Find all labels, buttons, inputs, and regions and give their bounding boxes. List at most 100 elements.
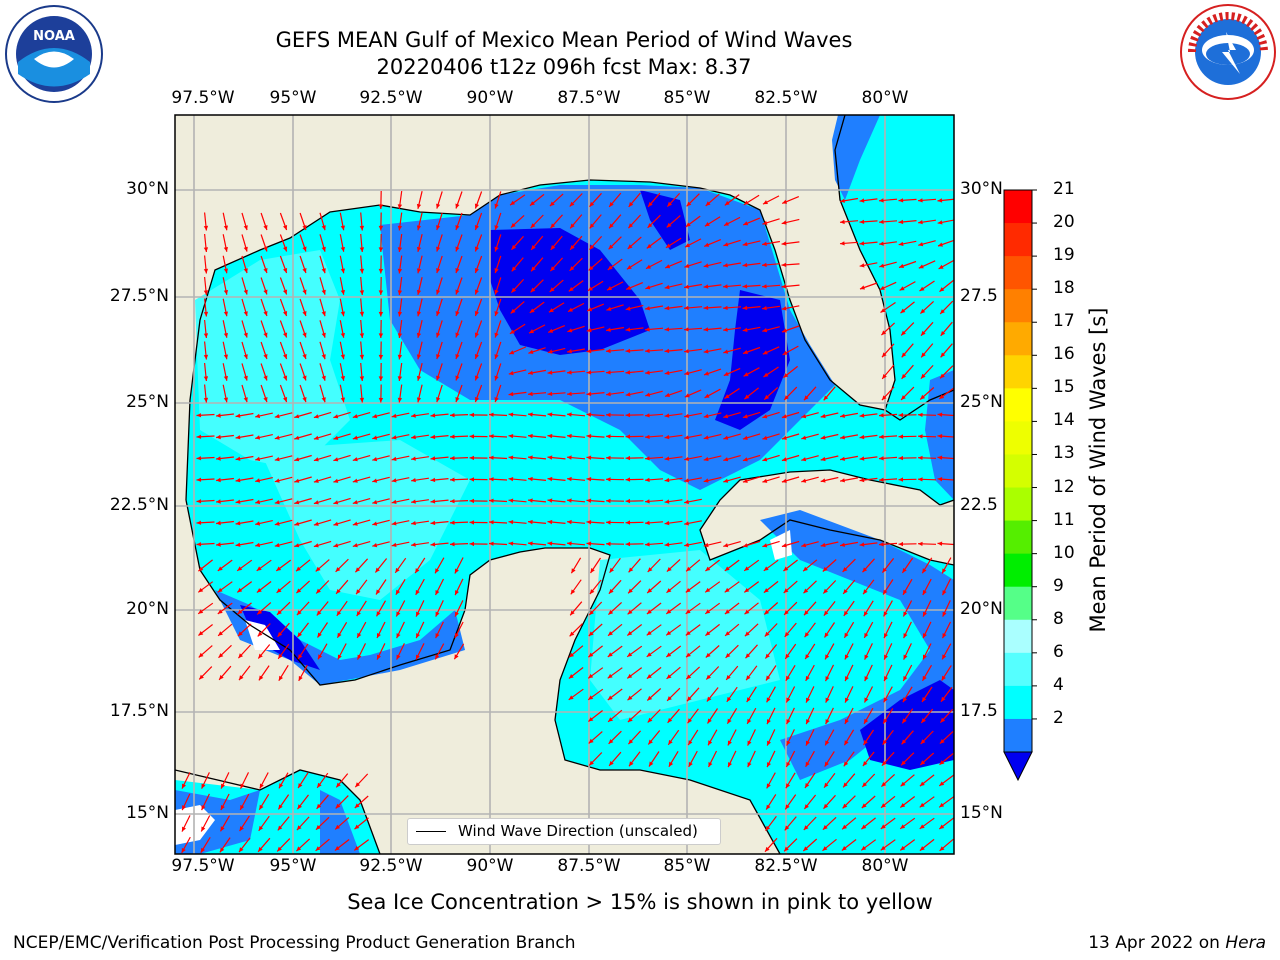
- wave-direction-arrow: [881, 343, 895, 358]
- wave-direction-arrow: [764, 644, 778, 659]
- wave-direction-arrow: [607, 645, 623, 658]
- wave-direction-arrow: [260, 341, 268, 360]
- wave-direction-arrow: [684, 389, 702, 398]
- wave-direction-arrow: [260, 277, 268, 295]
- wave-direction-arrow: [803, 386, 817, 401]
- map-frame: [174, 114, 955, 855]
- wave-direction-arrow: [664, 499, 683, 504]
- wave-direction-arrow: [415, 621, 425, 639]
- wave-direction-arrow: [568, 645, 584, 658]
- wave-direction-arrow: [878, 198, 898, 203]
- wave-direction-arrow: [588, 645, 603, 658]
- wave-direction-arrow: [218, 644, 232, 659]
- wave-direction-arrow: [723, 216, 741, 227]
- wave-direction-arrow: [763, 386, 779, 401]
- wave-direction-arrow: [455, 363, 463, 381]
- wave-direction-arrow: [801, 412, 819, 419]
- wave-direction-arrow: [216, 456, 234, 461]
- wave-direction-arrow: [474, 234, 483, 252]
- wave-direction-arrow: [920, 708, 934, 724]
- wave-direction-arrow: [566, 498, 586, 503]
- wave-direction-arrow: [397, 363, 403, 381]
- wave-direction-arrow: [684, 412, 702, 418]
- wave-direction-arrow: [391, 541, 410, 547]
- wave-direction-arrow: [411, 542, 429, 547]
- wave-direction-arrow: [299, 212, 307, 231]
- lat-label-right: 30°N: [960, 179, 1003, 199]
- wave-direction-arrow: [938, 259, 954, 270]
- wave-direction-arrow: [783, 601, 798, 616]
- wave-direction-arrow: [898, 412, 917, 418]
- wave-direction-arrow: [900, 386, 915, 401]
- wave-direction-arrow: [842, 773, 856, 788]
- wave-direction-arrow: [299, 298, 307, 317]
- wave-direction-arrow: [508, 391, 527, 397]
- wave-direction-arrow: [435, 621, 444, 639]
- wave-direction-arrow: [917, 455, 937, 460]
- wave-direction-arrow: [725, 644, 739, 659]
- wave-direction-arrow: [333, 433, 351, 440]
- wave-direction-arrow: [937, 455, 954, 460]
- wave-direction-arrow: [259, 772, 269, 789]
- wave-direction-arrow: [939, 365, 954, 379]
- wave-direction-arrow: [335, 773, 349, 788]
- wave-direction-arrow: [746, 686, 757, 703]
- wave-direction-arrow: [569, 214, 583, 229]
- wave-direction-arrow: [530, 235, 544, 251]
- wave-direction-arrow: [588, 258, 603, 271]
- wave-direction-arrow: [785, 772, 796, 789]
- wave-direction-arrow: [197, 602, 214, 615]
- wave-direction-arrow: [683, 327, 703, 332]
- wave-direction-arrow: [241, 212, 248, 231]
- wave-direction-arrow: [859, 219, 878, 224]
- wave-direction-arrow: [217, 623, 233, 637]
- wave-direction-arrow: [378, 212, 384, 231]
- wave-direction-arrow: [569, 257, 583, 272]
- wave-direction-arrow: [352, 455, 371, 462]
- wave-direction-arrow: [416, 255, 423, 274]
- colorbar-tick-label: 8: [1053, 608, 1064, 629]
- wave-direction-arrow: [705, 193, 720, 207]
- wave-direction-arrow: [319, 341, 326, 360]
- wave-direction-arrow: [781, 476, 800, 483]
- wave-direction-arrow: [803, 601, 817, 616]
- wave-direction-arrow: [919, 300, 935, 315]
- wave-direction-arrow: [235, 541, 254, 547]
- wave-direction-arrow: [625, 304, 644, 311]
- wave-direction-arrow: [762, 433, 780, 440]
- wave-direction-arrow: [530, 257, 544, 272]
- wave-direction-arrow: [860, 839, 877, 851]
- wave-direction-arrow: [397, 255, 403, 274]
- wave-direction-arrow: [333, 411, 351, 419]
- wave-direction-arrow: [333, 540, 351, 548]
- wave-direction-arrow: [527, 519, 547, 525]
- wave-direction-arrow: [784, 794, 797, 810]
- wave-direction-arrow: [527, 391, 547, 397]
- wave-direction-arrow: [666, 666, 681, 680]
- wave-direction-arrow: [785, 686, 796, 703]
- wave-direction-arrow: [454, 621, 464, 639]
- wave-direction-arrow: [805, 750, 815, 768]
- wave-direction-arrow: [625, 455, 644, 461]
- wave-direction-arrow: [762, 195, 780, 205]
- wave-direction-arrow: [474, 363, 483, 381]
- wave-direction-arrow: [766, 686, 776, 703]
- wave-direction-arrow: [627, 580, 642, 594]
- wave-direction-arrow: [588, 710, 603, 722]
- wave-direction-arrow: [378, 362, 384, 382]
- wave-direction-arrow: [203, 276, 209, 296]
- wave-direction-arrow: [723, 455, 741, 462]
- wave-direction-arrow: [644, 348, 664, 353]
- wave-direction-arrow: [260, 320, 268, 338]
- wave-direction-arrow: [203, 362, 209, 382]
- wave-direction-arrow: [625, 391, 644, 397]
- wave-direction-arrow: [488, 412, 508, 417]
- wave-direction-arrow: [391, 434, 410, 440]
- colorbar-tick-label: 10: [1053, 542, 1075, 563]
- wave-direction-arrow: [822, 838, 837, 852]
- wave-direction-arrow: [455, 255, 463, 274]
- wave-direction-arrow: [527, 412, 547, 417]
- wave-direction-arrow: [781, 454, 800, 462]
- wave-direction-arrow: [608, 730, 622, 745]
- wave-direction-arrow: [203, 384, 209, 403]
